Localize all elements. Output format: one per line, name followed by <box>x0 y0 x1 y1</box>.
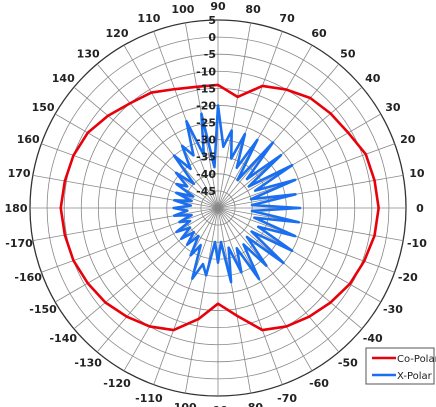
angle-label: -60 <box>309 377 329 390</box>
angle-label: -110 <box>135 392 163 405</box>
angle-label: 50 <box>340 47 356 60</box>
radial-label: -40 <box>196 168 216 181</box>
angle-label: -150 <box>29 303 57 316</box>
polar-grid <box>29 19 407 397</box>
grid-spoke <box>73 207 219 330</box>
radial-label: 5 <box>208 14 216 27</box>
legend: Co-Polar X-Polar <box>365 347 436 385</box>
angle-label: 160 <box>17 133 40 146</box>
angle-label: 0 <box>416 202 424 215</box>
angle-label: 60 <box>311 27 327 40</box>
radial-label: 0 <box>208 31 216 44</box>
angle-label: 170 <box>8 167 31 180</box>
angle-label: -70 <box>277 392 297 405</box>
angle-label: 120 <box>106 27 129 40</box>
grid-spoke <box>217 207 363 330</box>
legend-label-x-polar: X-Polar <box>397 371 433 382</box>
series-co-polar-line <box>59 83 380 332</box>
angle-label: 110 <box>137 12 160 25</box>
legend-label-co-polar: Co-Polar <box>397 354 436 365</box>
angle-label: 90 <box>210 0 226 13</box>
radial-labels: 5 0 -5 -10 -15 -20 -25 -30 -35 -40 -45 <box>196 14 216 198</box>
radial-label: -45 <box>196 185 216 198</box>
series-layer <box>59 83 380 332</box>
angle-label: -20 <box>398 271 418 284</box>
series-x-polar-line <box>172 104 302 284</box>
angle-label: 140 <box>52 72 75 85</box>
angle-label: -160 <box>14 271 42 284</box>
radial-label: -5 <box>204 48 216 61</box>
angle-label: 10 <box>409 167 425 180</box>
grid-spoke <box>217 22 252 209</box>
angle-label: -40 <box>363 332 383 345</box>
grid-spoke <box>54 113 219 209</box>
legend-box <box>365 347 435 385</box>
grid-spoke <box>217 86 363 209</box>
angle-label: -140 <box>49 332 77 345</box>
grid-spoke <box>217 207 340 353</box>
angle-label: -80 <box>243 401 263 407</box>
grid-spoke <box>153 31 219 209</box>
radial-label: -20 <box>196 99 216 112</box>
grid-spoke <box>123 44 219 209</box>
angle-label: 20 <box>400 133 416 146</box>
angle-label: -30 <box>383 303 403 316</box>
grid-spoke <box>217 31 283 209</box>
grid-spoke <box>217 207 252 394</box>
radial-label: -25 <box>196 117 216 130</box>
angle-label: 70 <box>279 12 295 25</box>
radial-label: -10 <box>196 65 216 78</box>
angle-label: -120 <box>103 377 131 390</box>
grid-spoke <box>217 207 283 385</box>
grid-spoke <box>96 207 219 353</box>
grid-spoke <box>54 207 219 303</box>
grid-spoke <box>217 174 404 209</box>
angle-label: 180 <box>5 202 28 215</box>
angle-label: 130 <box>77 47 100 60</box>
angle-label: -130 <box>74 357 102 370</box>
angle-label: 30 <box>385 101 401 114</box>
angle-label: 80 <box>245 3 261 16</box>
angle-label: -50 <box>338 357 358 370</box>
radial-label: -30 <box>196 134 216 147</box>
grid-spoke <box>123 207 219 372</box>
angle-label: 40 <box>365 72 381 85</box>
angle-label: -100 <box>169 401 197 407</box>
angle-label: 150 <box>32 101 55 114</box>
angle-label: -10 <box>407 237 427 250</box>
angle-label: 100 <box>171 3 194 16</box>
radial-label: -15 <box>196 82 216 95</box>
radial-label: -35 <box>196 151 216 164</box>
grid-spoke <box>217 207 313 372</box>
grid-spoke <box>217 207 404 242</box>
grid-spoke <box>96 63 219 209</box>
grid-spoke <box>217 44 313 209</box>
grid-spoke <box>153 207 219 385</box>
grid-spoke <box>184 207 219 394</box>
grid-spoke <box>41 143 219 209</box>
angle-label: -90 <box>208 404 228 407</box>
grid-spoke <box>41 207 219 273</box>
grid-spoke <box>73 86 219 209</box>
angle-labels: 0102030405060708090100110120130140150160… <box>5 0 428 407</box>
angle-label: -170 <box>5 237 33 250</box>
grid-spoke <box>217 63 340 209</box>
grid-spoke <box>217 113 382 209</box>
grid-spoke <box>217 207 382 303</box>
